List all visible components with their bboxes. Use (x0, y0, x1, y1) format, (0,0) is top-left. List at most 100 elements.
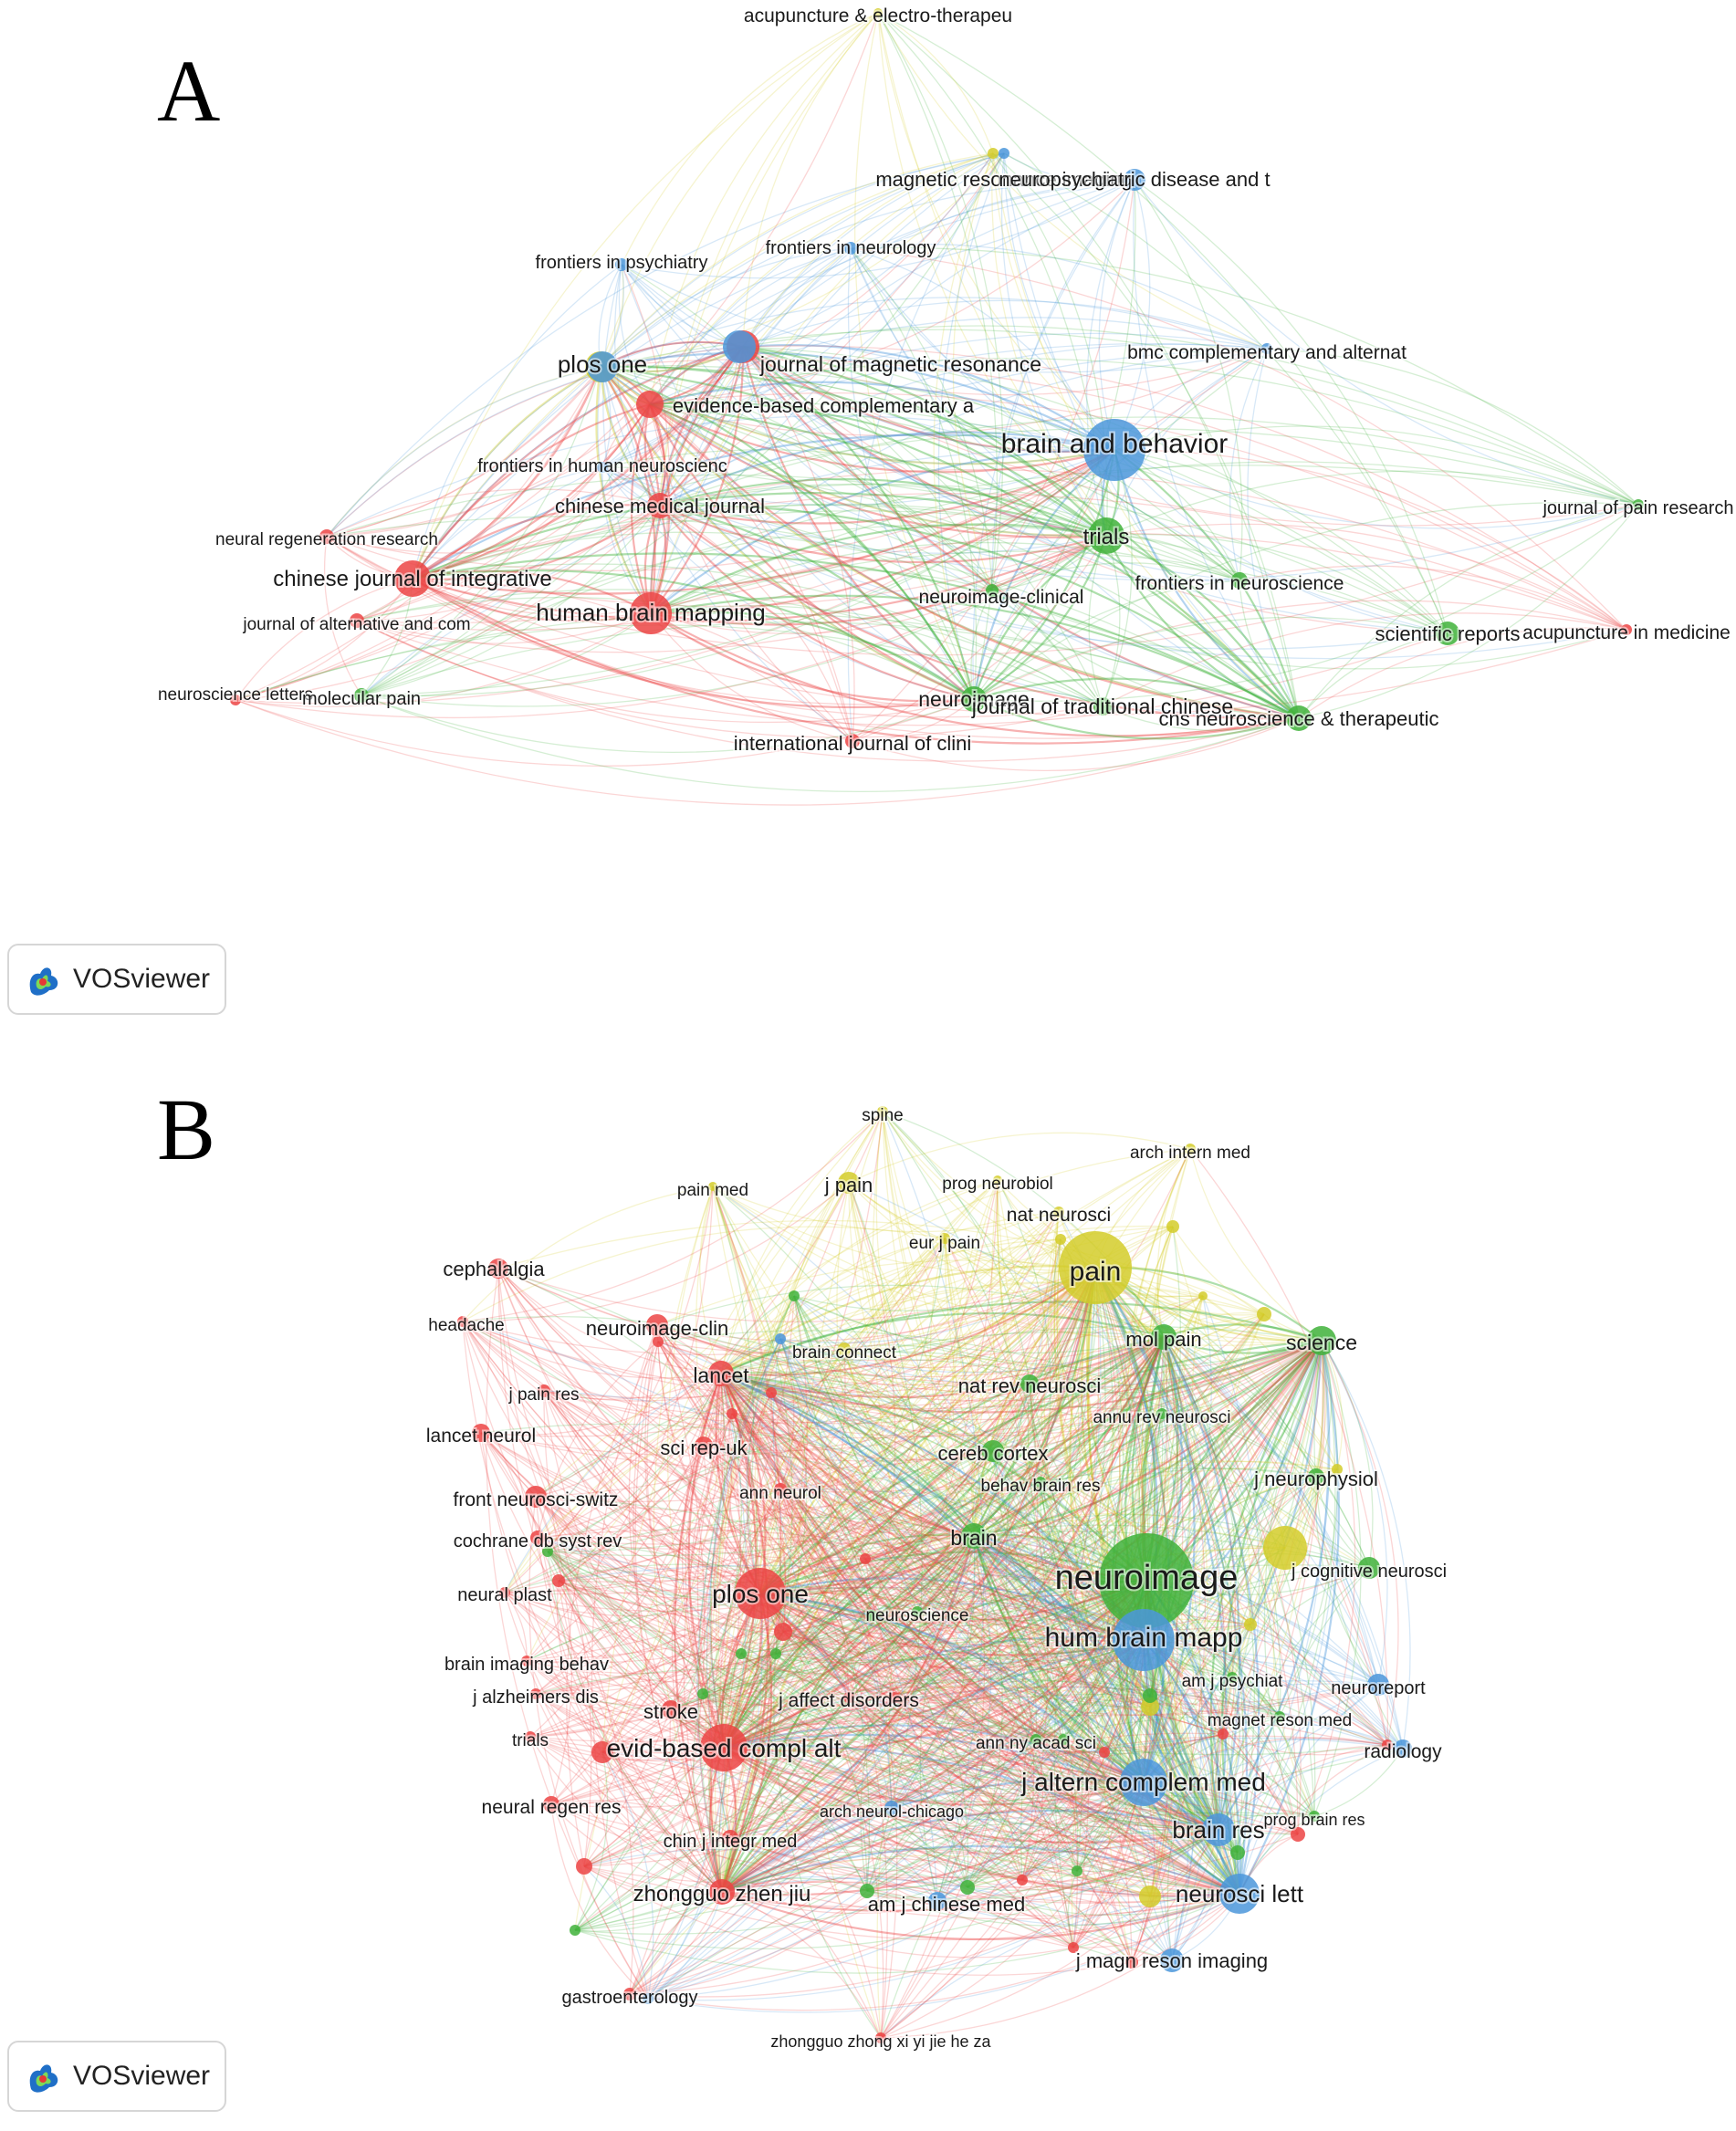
network-link (702, 1693, 1145, 1792)
network-link (720, 1267, 1096, 1376)
network-link (497, 1219, 1265, 1315)
network-link (1040, 1481, 1224, 1735)
network-link (583, 1800, 1239, 1867)
network-link (759, 1238, 946, 1594)
network-link (235, 152, 1005, 701)
network-link (759, 1593, 884, 2039)
network-link (629, 1373, 742, 1995)
network-link (535, 1496, 1151, 1897)
network-link (600, 365, 1107, 537)
network-link (864, 1558, 1219, 1831)
network-node (1261, 343, 1272, 354)
network-link (326, 366, 601, 538)
network-link (326, 403, 651, 538)
network-link (412, 578, 652, 622)
network-link (729, 1336, 1165, 1839)
network-node (986, 584, 999, 597)
network-link (759, 1593, 1219, 1832)
network-link (775, 1653, 1240, 1895)
network-link (712, 1186, 781, 1839)
network-link (891, 1807, 1219, 1850)
network-link (504, 1592, 1240, 1895)
network-link (720, 1535, 975, 1893)
network-link (547, 1551, 1219, 1831)
node-label: frontiers in psychiatry (536, 253, 708, 273)
network-link (705, 1182, 850, 1893)
network-link (1149, 1340, 1323, 1697)
network-link (742, 346, 1268, 396)
network-link (877, 12, 1107, 537)
network-link (864, 1340, 1323, 1560)
network-link (1040, 1481, 1145, 1783)
network-link (529, 1593, 761, 1738)
network-link (1143, 1624, 1251, 1783)
network-link (574, 1340, 1323, 1931)
node-label: human brain mapping (536, 599, 766, 626)
network-link (1094, 1267, 1228, 1831)
network-link (412, 152, 1005, 580)
network-link (1134, 179, 1639, 506)
network-link (601, 466, 1448, 650)
network-link (720, 1373, 873, 1616)
network-link (558, 1567, 1370, 1648)
network-link (1211, 1624, 1251, 1831)
network-link (740, 1340, 1323, 1655)
network-link (723, 1680, 1281, 1749)
network-link (537, 1537, 761, 1596)
network-link (759, 1481, 1041, 1594)
network-link (1035, 1739, 1299, 1835)
network-link (535, 1496, 725, 1749)
network-link (720, 1373, 1404, 1750)
network-link (535, 1373, 722, 1498)
network-link (529, 1211, 1060, 1738)
network-link (1266, 348, 1639, 506)
network-node (961, 1523, 987, 1549)
network-link (629, 1593, 762, 1995)
network-link (621, 264, 1300, 719)
network-link (412, 552, 1300, 719)
network-link (742, 346, 1107, 538)
network-link (326, 536, 1103, 718)
network-link (602, 264, 652, 614)
network-link (659, 477, 1107, 538)
network-link (649, 346, 744, 614)
network-node (1263, 1526, 1307, 1570)
network-link (462, 1321, 592, 1867)
network-link (480, 1340, 1323, 1470)
network-link (759, 1266, 1096, 1594)
network-link (973, 1535, 1151, 1708)
network-link (601, 466, 1300, 719)
network-link (770, 1392, 1147, 1582)
network-link (480, 1423, 1147, 1582)
network-link (629, 1781, 1145, 1995)
network-link (759, 1593, 1145, 1656)
network-link (852, 698, 975, 742)
network-link (891, 1580, 1147, 1809)
network-link (628, 1324, 672, 1710)
node-label: neurosci lett (1176, 1880, 1304, 1907)
network-link (702, 1340, 1323, 1695)
network-link (235, 505, 661, 701)
network-link (1086, 179, 1135, 537)
network-link (537, 1537, 723, 1893)
network-link (670, 1708, 731, 1839)
network-link (1105, 348, 1268, 537)
network-link (936, 1340, 1323, 1902)
network-link (1088, 535, 1107, 707)
network-link (480, 1432, 1145, 1783)
network-link (753, 1182, 850, 1594)
network-link (759, 1413, 1163, 1594)
network-link (535, 1580, 1147, 1708)
node-label: j pain (824, 1174, 873, 1196)
network-link (601, 1751, 723, 1893)
network-link (793, 1295, 1173, 1961)
network-link (1215, 1677, 1240, 1895)
network-link (326, 488, 661, 538)
node-label: journal of traditional chinese (971, 695, 1233, 718)
network-link (1171, 1468, 1338, 1961)
network-link (742, 346, 976, 700)
network-link (543, 1390, 968, 1888)
network-link (600, 366, 975, 701)
network-link (933, 152, 994, 700)
network-link (687, 1373, 726, 1749)
